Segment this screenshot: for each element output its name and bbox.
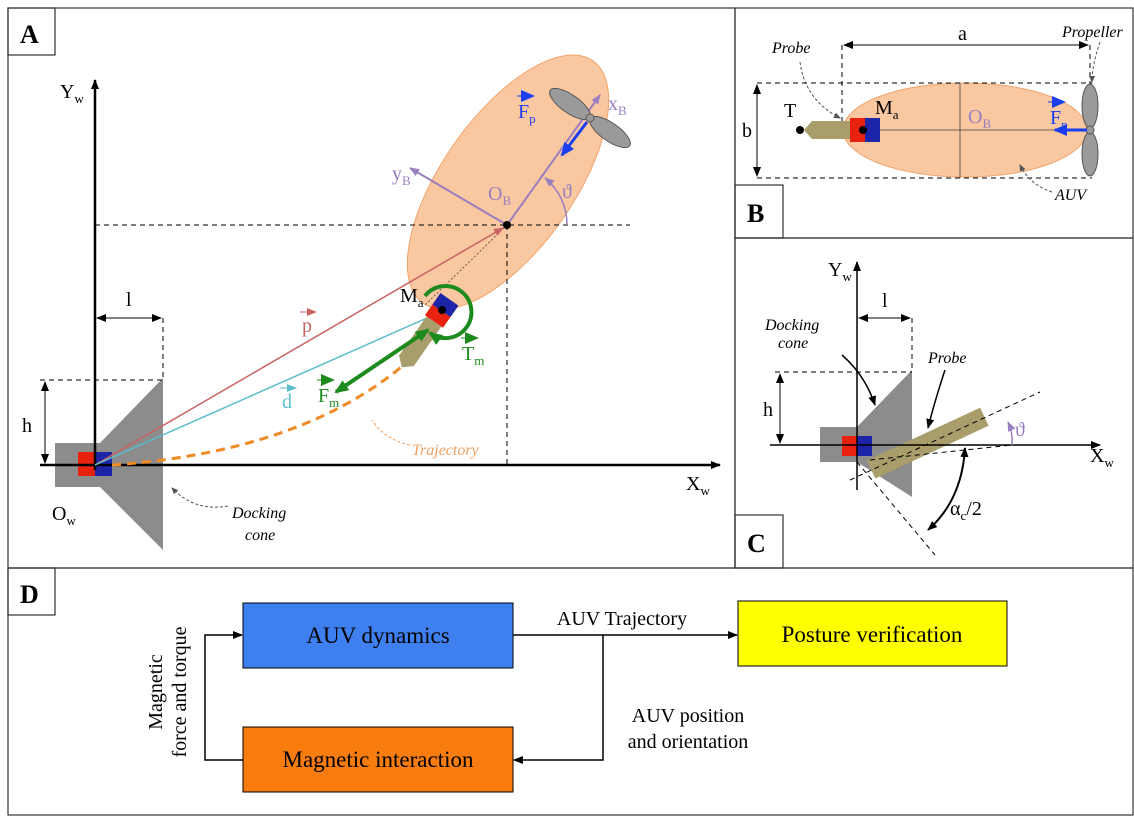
shape (586, 114, 594, 122)
shape (800, 62, 840, 118)
shape (1086, 126, 1094, 134)
panel-letter: D (20, 580, 39, 609)
edge-label: AUV Trajectory (557, 608, 687, 630)
shape (438, 306, 446, 314)
dimension-label: h (763, 399, 773, 421)
shape (172, 488, 228, 507)
dimension-label: h (22, 415, 32, 437)
vector-label: Tm (462, 343, 484, 368)
angle-label: ϑ (562, 181, 572, 203)
axis-label: Xw (686, 473, 710, 498)
block-label: AUV dynamics (306, 623, 449, 648)
note: AUV (1054, 187, 1088, 204)
panel-letter: A (20, 20, 39, 49)
note: cone (778, 335, 808, 352)
panel-letter: B (747, 199, 764, 228)
vector-label: Fm (318, 385, 339, 410)
shape (842, 436, 857, 456)
shape (205, 635, 243, 760)
shape (503, 221, 511, 229)
shape (865, 118, 880, 142)
block-label: Posture verification (782, 622, 963, 647)
shape (1082, 84, 1098, 128)
dimension-label: l (882, 290, 888, 312)
trajectory-label: Trajectory (412, 442, 480, 459)
edge-label: Magnetic (145, 654, 167, 730)
note: cone (245, 527, 275, 544)
edge-label: force and torque (169, 626, 191, 757)
shape (1092, 42, 1100, 82)
dimension-label: b (742, 120, 752, 142)
axis-label: yB (392, 163, 411, 188)
shape (857, 436, 872, 456)
note: Docking (231, 505, 286, 522)
figure: A B C D Yw Xw Ow h l Docking cone Trajec… (0, 0, 1134, 816)
shape (394, 316, 441, 372)
panel-d: AUV dynamics Posture verification Magnet… (145, 601, 1007, 792)
angle-label: αc/2 (950, 498, 982, 523)
dimension-label: a (958, 23, 967, 45)
shape (842, 355, 875, 405)
note: Probe (771, 40, 811, 57)
shape (1082, 132, 1098, 176)
point-label: T (784, 100, 796, 122)
edge-label: and orientation (628, 731, 749, 753)
panel-a: Yw Xw Ow h l Docking cone Trajectory p d… (22, 23, 720, 550)
vector-d (95, 314, 436, 465)
shape (796, 126, 804, 134)
shape (372, 420, 410, 445)
axis-label: xB (608, 93, 627, 118)
vector-label: p (302, 315, 312, 337)
note: Propeller (1061, 24, 1124, 41)
panel-b: b a T Ma OB Fp Probe Propeller AUV (742, 23, 1124, 204)
axis-label: Xw (1090, 445, 1114, 470)
angle-label: ϑ (1015, 419, 1025, 441)
panel-letter: C (747, 529, 766, 558)
docking-cone (820, 370, 912, 497)
axis-label: Yw (828, 259, 852, 284)
note: Probe (927, 350, 967, 367)
block-label: Magnetic interaction (283, 747, 474, 772)
axis-label: Yw (60, 81, 84, 106)
origin-label: Ow (52, 503, 76, 528)
shape (1008, 422, 1012, 445)
dimension-label: l (126, 289, 132, 311)
probe (804, 121, 850, 139)
edge-label: AUV position (632, 705, 744, 727)
vector-p (95, 228, 503, 465)
panel-c: Yw Xw h l Docking cone Probe ϑ αc/2 (763, 259, 1114, 555)
shape (859, 126, 867, 134)
shape (928, 370, 945, 428)
note: Docking (764, 317, 819, 334)
shape (514, 635, 603, 760)
vector-label: d (282, 391, 292, 413)
